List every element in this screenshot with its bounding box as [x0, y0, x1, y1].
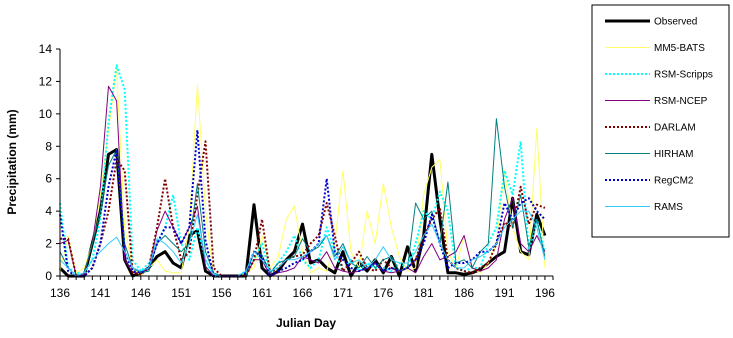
x-tick-label: 176 [373, 286, 393, 300]
series-line-4 [60, 140, 546, 277]
x-axis-title: Julian Day [276, 316, 336, 330]
legend-label-5: HIRHAM [654, 149, 693, 160]
x-tick-label: 156 [212, 286, 232, 300]
x-tick-label: 186 [454, 286, 474, 300]
x-tick-label: 151 [171, 286, 191, 300]
legend-label-0: Observed [654, 17, 697, 28]
x-tick-label: 171 [333, 286, 353, 300]
plot-area [58, 64, 547, 278]
legend-label-2: RSM-Scripps [654, 70, 713, 81]
series-line-7 [59, 210, 546, 277]
y-tick-label: 2 [45, 237, 52, 251]
legend-label-7: RAMS [654, 202, 683, 213]
legend-label-3: RSM-NCEP [654, 96, 708, 107]
y-tick-label: 8 [45, 139, 52, 153]
series-line-2 [59, 64, 546, 277]
series-line-5 [59, 118, 546, 277]
legend: Observed MM5-BATS RSM-Scripps RSM-NCEP DARLA… [591, 4, 730, 238]
y-tick-label: 6 [45, 172, 52, 186]
legend-label-6: RegCM2 [654, 176, 694, 187]
y-tick-label: 14 [39, 42, 53, 56]
series-line-3 [59, 85, 546, 277]
x-tick-label: 161 [252, 286, 272, 300]
x-tick-label: 181 [414, 286, 434, 300]
legend-label-1: MM5-BATS [654, 43, 705, 54]
x-tick-label: 166 [292, 286, 312, 300]
y-tick-label: 0 [45, 269, 52, 283]
x-tick-label: 141 [90, 286, 110, 300]
x-tick-label: 191 [494, 286, 514, 300]
y-tick-label: 4 [45, 204, 52, 218]
legend-label-4: DARLAM [654, 123, 696, 134]
y-tick-label: 10 [39, 107, 53, 121]
y-tick-label: 12 [39, 74, 53, 88]
legend-box [591, 4, 730, 238]
series-line-6 [59, 129, 546, 277]
axes: 0 2 4 6 8 10 12 14 136 141 146 151 156 161 166 171 176 18… [39, 42, 556, 300]
y-axis-title: Precipitation (mm) [5, 109, 19, 214]
x-tick-label: 136 [50, 286, 70, 300]
x-tick-label: 196 [535, 286, 555, 300]
x-tick-label: 146 [131, 286, 151, 300]
